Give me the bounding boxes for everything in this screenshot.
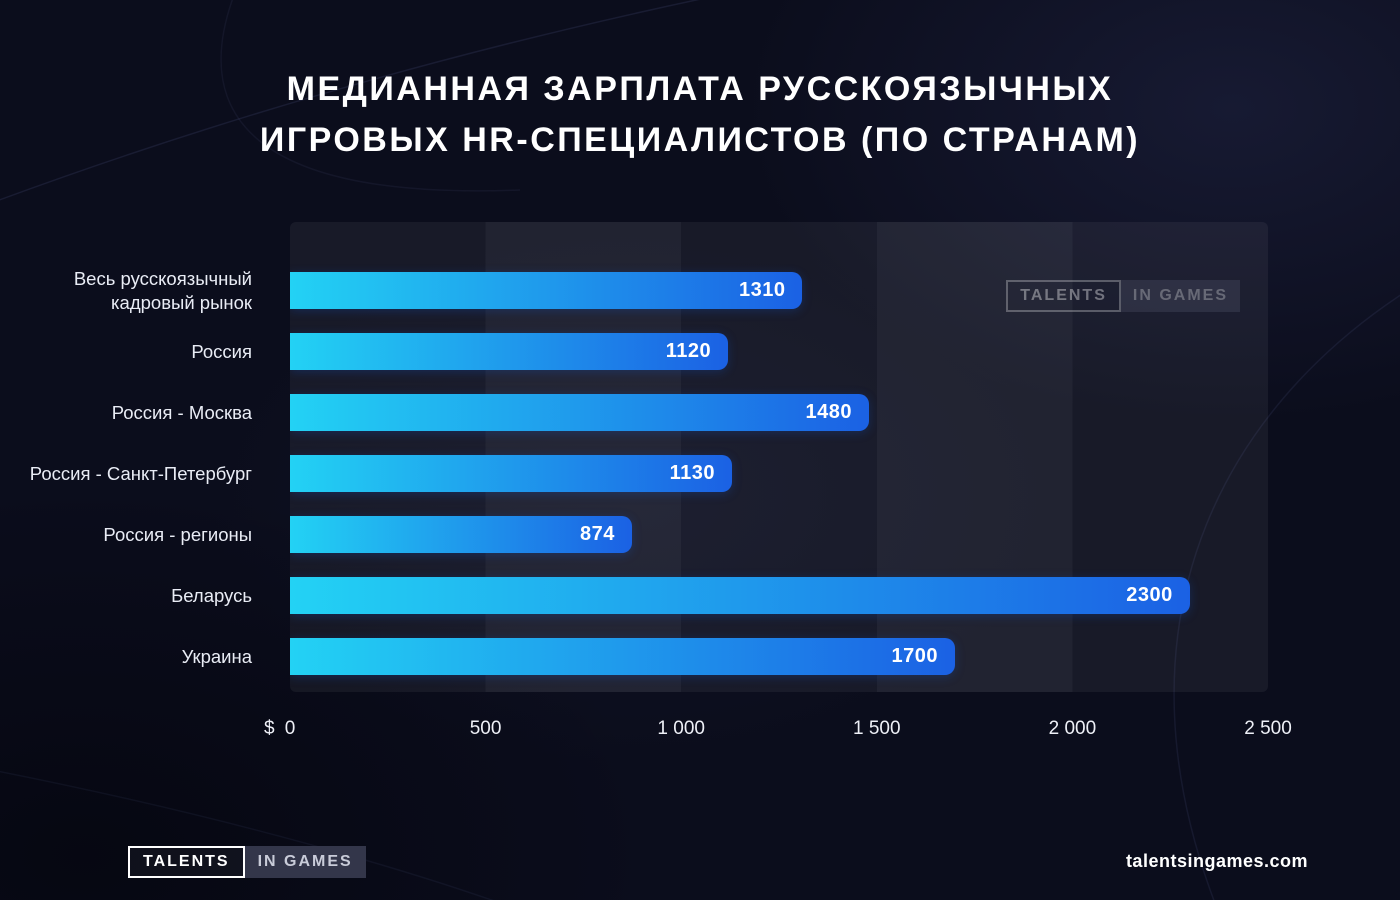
bar: 1120: [290, 333, 729, 370]
page-title: МЕДИАННАЯ ЗАРПЛАТА РУССКОЯЗЫЧНЫХ ИГРОВЫХ…: [0, 64, 1400, 166]
watermark-in-games-label: IN GAMES: [1120, 280, 1240, 312]
bar: 1700: [290, 638, 956, 675]
talents-in-games-logo: TALENTS IN GAMES: [128, 846, 366, 878]
x-axis-tick-label: 500: [469, 718, 502, 739]
bar-row: 1480: [290, 382, 1268, 443]
page-title-line2: ИГРОВЫХ HR-СПЕЦИАЛИСТОВ (ПО СТРАНАМ): [259, 121, 1141, 159]
bar-value-label: 2300: [1126, 584, 1173, 606]
bar-row: 1120: [290, 321, 1268, 382]
talents-in-games-watermark: TALENTS IN GAMES: [1006, 280, 1240, 312]
bar: 1480: [290, 394, 869, 431]
bar-value-label: 1700: [891, 645, 939, 667]
bar-row: 1130: [290, 443, 1268, 504]
bar: 874: [290, 516, 632, 553]
bar-row: 1310: [290, 260, 1268, 321]
category-label: Россия - Санкт-Петербург: [29, 462, 252, 484]
x-axis-tick-label: 0: [284, 718, 296, 739]
x-axis-tick-label: 2 000: [1048, 718, 1097, 739]
x-axis: $ 0 500 1 000 1 500 2 000 2 500: [264, 718, 1292, 748]
category-label: Украина: [181, 645, 252, 667]
website-url: talentsingames.com: [1125, 851, 1308, 871]
bar-value-label: 874: [580, 523, 615, 545]
bar-value-label: 1480: [805, 401, 852, 423]
page-title-line1: МЕДИАННАЯ ЗАРПЛАТА РУССКОЯЗЫЧНЫХ: [286, 70, 1114, 108]
bar: 1130: [290, 455, 733, 492]
category-label: Россия: [191, 340, 252, 362]
bar-value-label: 1120: [665, 340, 712, 362]
currency-symbol: $: [264, 718, 275, 739]
logo-in-games-label: IN GAMES: [244, 846, 366, 878]
category-label: Весь русскоязычный кадровый рынок: [73, 268, 252, 313]
bar-value-label: 1130: [669, 462, 716, 484]
watermark-talents-label: TALENTS: [1006, 280, 1121, 312]
x-axis-tick-label: 2 500: [1244, 718, 1292, 739]
bar-row: 1700: [290, 626, 1268, 687]
bar: 1310: [290, 272, 803, 309]
logo-talents-label: TALENTS: [128, 846, 245, 878]
bar-row: 874: [290, 504, 1268, 565]
category-label: Беларусь: [171, 584, 252, 606]
x-axis-tick-label: 1 000: [657, 718, 705, 739]
chart-plot-area: 1310 1120 1480 1130 874 2300 1700 TALENTS IN G…: [290, 222, 1268, 692]
category-label: Россия - Москва: [111, 401, 252, 423]
x-axis-tick-label: 1 500: [853, 718, 901, 739]
category-label: Россия - регионы: [103, 523, 252, 545]
bar-row: 2300: [290, 565, 1268, 626]
category-labels-column: Весь русскоязычный кадровый рынок Россия Р…: [0, 222, 252, 692]
bars-container: 1310 1120 1480 1130 874 2300 1700: [290, 222, 1268, 692]
bar-value-label: 1310: [738, 279, 786, 301]
bar: 2300: [290, 577, 1190, 614]
